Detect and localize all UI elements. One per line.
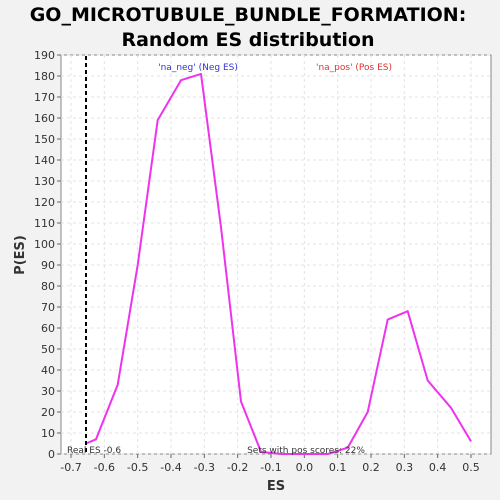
x-tick-label: -0.6 bbox=[94, 461, 115, 474]
x-tick-label: -0.1 bbox=[260, 461, 281, 474]
grid bbox=[61, 54, 491, 455]
x-tick-label: -0.3 bbox=[194, 461, 215, 474]
x-tick-label: -0.2 bbox=[227, 461, 248, 474]
y-tick-label: 180 bbox=[34, 70, 55, 83]
y-tick-label: 160 bbox=[34, 112, 55, 125]
y-tick-label: 40 bbox=[41, 364, 55, 377]
chart-title-line1: GO_MICROTUBULE_BUNDLE_FORMATION: bbox=[30, 4, 467, 26]
x-tick-label: -0.7 bbox=[60, 461, 81, 474]
x-tick-label: 0.5 bbox=[462, 461, 480, 474]
y-tick-label: 140 bbox=[34, 154, 55, 167]
axes: 0 10 20 30 40 50 60 70 80 90 100 110 120 130 140 150 160… bbox=[34, 49, 480, 474]
neg-es-label: 'na_neg' (Neg ES) bbox=[158, 63, 238, 73]
y-axis-label: P(ES) bbox=[13, 235, 28, 275]
x-tick-label: -0.5 bbox=[127, 461, 148, 474]
pos-sets-text: Sets with pos scores: 22% bbox=[247, 446, 365, 456]
y-tick-label: 130 bbox=[34, 175, 55, 188]
y-tick-label: 80 bbox=[41, 280, 55, 293]
real-es-text: Real ES -0.6 bbox=[67, 446, 121, 456]
chart-title-line2: Random ES distribution bbox=[121, 29, 374, 51]
y-tick-label: 150 bbox=[34, 133, 55, 146]
x-axis-label: ES bbox=[267, 479, 285, 494]
plot-area bbox=[60, 54, 492, 455]
y-tick-label: 90 bbox=[41, 259, 55, 272]
x-tick-label: -0.4 bbox=[160, 461, 181, 474]
x-tick-label: 0.4 bbox=[429, 461, 447, 474]
y-tick-label: 110 bbox=[34, 217, 55, 230]
y-tick-label: 60 bbox=[41, 322, 55, 335]
y-tick-label: 20 bbox=[41, 406, 55, 419]
y-tick-label: 30 bbox=[41, 385, 55, 398]
y-tick-label: 190 bbox=[34, 49, 55, 62]
y-tick-label: 0 bbox=[48, 448, 55, 461]
y-tick-label: 70 bbox=[41, 301, 55, 314]
y-tick-label: 100 bbox=[34, 238, 55, 251]
series-layer bbox=[85, 72, 472, 455]
y-tick-label: 50 bbox=[41, 343, 55, 356]
x-tick-label: 0.3 bbox=[396, 461, 414, 474]
y-tick-label: 120 bbox=[34, 196, 55, 209]
x-tick-label: 0.0 bbox=[296, 461, 314, 474]
pos-es-label: 'na_pos' (Pos ES) bbox=[316, 63, 392, 73]
x-tick-label: 0.1 bbox=[329, 461, 347, 474]
y-tick-label: 10 bbox=[41, 427, 55, 440]
y-tick-label: 170 bbox=[34, 91, 55, 104]
series-line bbox=[85, 72, 472, 455]
x-tick-label: 0.2 bbox=[362, 461, 380, 474]
